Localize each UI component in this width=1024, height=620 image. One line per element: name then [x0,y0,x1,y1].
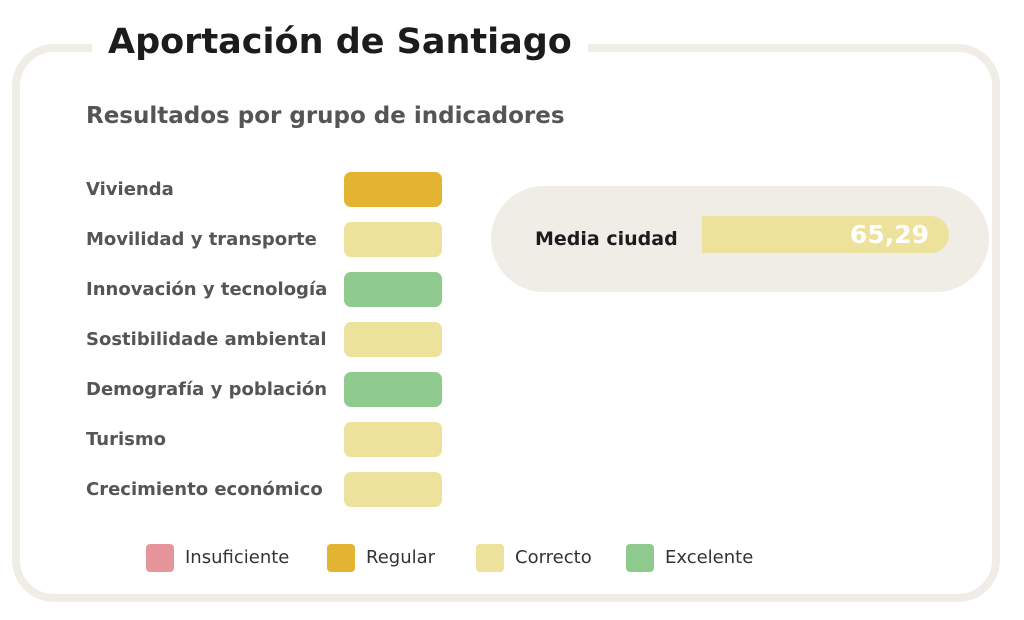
indicator-label: Sostibilidade ambiental [86,329,327,350]
page-title: Aportación de Santiago [92,14,588,70]
city-average-bar: 65,29 [702,216,949,253]
legend-swatch [476,544,504,572]
indicator-rating-box [344,222,442,257]
indicator-label: Turismo [86,429,166,450]
legend-label: Insuficiente [185,547,290,568]
indicator-row: Crecimiento económico [86,472,446,508]
legend-label: Correcto [515,547,592,568]
legend-swatch [327,544,355,572]
indicator-rating-box [344,172,442,207]
indicator-row: Movilidad y transporte [86,222,446,258]
indicator-row: Innovación y tecnología [86,272,446,308]
indicator-label: Movilidad y transporte [86,229,317,250]
indicator-rating-box [344,422,442,457]
city-average-card: Media ciudad 65,29 [491,186,989,292]
legend-label: Regular [366,547,436,568]
indicator-rating-box [344,322,442,357]
legend-label: Excelente [665,547,754,568]
indicator-label: Demografía y población [86,379,328,400]
indicator-row: Demografía y población [86,372,446,408]
indicator-row: Vivienda [86,172,446,208]
section-subtitle: Resultados por grupo de indicadores [86,103,565,129]
indicator-label: Vivienda [86,179,174,200]
city-average-value: 65,29 [849,220,929,249]
indicator-row: Sostibilidade ambiental [86,322,446,358]
indicator-row: Turismo [86,422,446,458]
indicator-label: Innovación y tecnología [86,279,328,300]
indicator-rating-box [344,472,442,507]
city-average-label: Media ciudad [535,228,678,250]
legend-swatch [626,544,654,572]
indicator-label: Crecimiento económico [86,479,323,500]
indicator-rating-box [344,272,442,307]
legend-swatch [146,544,174,572]
indicator-rating-box [344,372,442,407]
